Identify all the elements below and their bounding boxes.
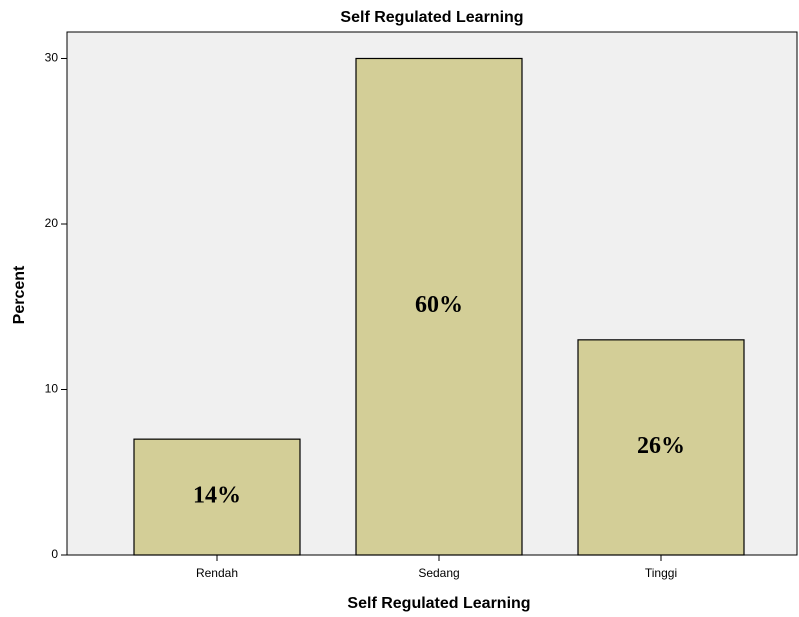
x-tick-label: Sedang: [418, 566, 459, 580]
y-tick-label: 10: [45, 382, 59, 396]
chart-title: Self Regulated Learning: [340, 9, 523, 26]
bar: [577, 339, 745, 556]
x-axis-label: Self Regulated Learning: [347, 595, 530, 612]
x-tick-label: Rendah: [196, 566, 238, 580]
y-tick-label: 30: [45, 51, 59, 65]
annotation: 26%: [637, 433, 685, 459]
bar: [355, 57, 523, 556]
x-tick-label: Tinggi: [645, 566, 677, 580]
bar: [133, 438, 301, 556]
y-tick-label: 0: [51, 547, 58, 561]
annotation: 14%: [193, 483, 241, 509]
y-axis-label: Percent: [11, 265, 28, 324]
y-tick-label: 20: [45, 216, 59, 230]
annotation: 60%: [415, 292, 463, 318]
